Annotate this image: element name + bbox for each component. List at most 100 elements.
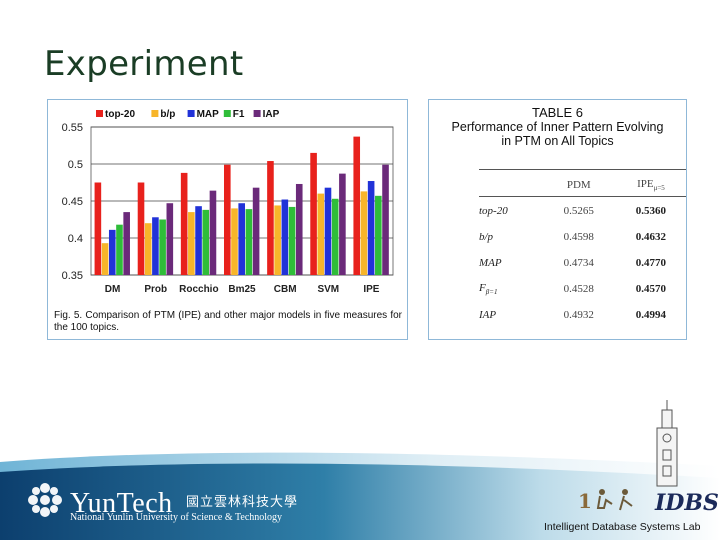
idbs-lab-logo: IDBS — [655, 490, 719, 516]
row-label: top-20 — [479, 205, 508, 217]
bar — [116, 224, 123, 275]
bar — [288, 206, 296, 275]
table-header-rule — [479, 196, 686, 197]
bar — [367, 181, 375, 275]
bar — [101, 243, 109, 275]
y-tick-labels: 0.55 0.5 0.45 0.4 0.35 — [62, 122, 83, 282]
chart-legend: top-20 b/p MAP F1 IAP — [96, 109, 280, 120]
x-tick-label: SVM — [317, 284, 339, 295]
bar — [202, 209, 210, 275]
cell-pdm: 0.4932 — [563, 309, 594, 321]
bar — [224, 164, 231, 275]
table-row: Fβ=1 0.4528 0.4570 — [479, 276, 687, 302]
row-label: b/p — [479, 231, 494, 243]
bar — [382, 164, 389, 275]
bar — [159, 219, 166, 275]
table-top-rule — [479, 169, 686, 170]
header-ipe: IPEμ=5 — [615, 172, 687, 198]
cell-pdm: 0.5265 — [563, 205, 594, 217]
bar — [267, 161, 274, 275]
bar — [274, 205, 281, 275]
slide-title: Experiment — [44, 44, 244, 84]
x-tick-label: CBM — [274, 284, 297, 295]
y-tick-label: 0.5 — [68, 159, 83, 171]
chart-bars — [94, 136, 389, 275]
y-tick-label: 0.35 — [62, 270, 83, 282]
cell-pdm: 0.4528 — [563, 283, 594, 295]
table-row: MAP 0.4734 0.4770 — [479, 250, 687, 276]
figure-caption: Fig. 5. Comparison of PTM (IPE) and othe… — [54, 310, 402, 333]
bar — [317, 193, 325, 275]
cell-pdm: 0.4734 — [563, 257, 594, 269]
bar — [310, 152, 317, 275]
cell-ipe: 0.4994 — [635, 309, 667, 321]
bar — [339, 173, 346, 275]
cell-ipe: 0.4770 — [635, 257, 667, 269]
footer-band: 1 — [0, 400, 720, 540]
y-tick-label: 0.55 — [62, 122, 83, 134]
bar — [108, 229, 116, 275]
legend-swatch — [96, 110, 103, 117]
legend-swatch — [151, 110, 159, 117]
cell-pdm: 0.4598 — [563, 231, 594, 243]
header-pdm: PDM — [566, 179, 591, 191]
legend-swatch — [253, 110, 261, 117]
legend-label: F1 — [233, 109, 245, 120]
header-ipe-text: IPE — [637, 177, 654, 190]
table-caption: TABLE 6 Performance of Inner Pattern Evo… — [429, 105, 686, 149]
figure-panel: top-20 b/p MAP F1 IAP DM Prob Rocchio Bm25 CBM SV… — [47, 99, 408, 340]
bar — [324, 187, 332, 275]
yuntech-logo-name: YunTech — [70, 488, 173, 519]
row-label: IAP — [479, 309, 497, 321]
x-tick-label: Prob — [144, 284, 167, 295]
bar — [360, 191, 368, 275]
bar — [252, 187, 260, 275]
row-label-text: F — [479, 281, 486, 294]
table-header-row: PDM IPEμ=5 — [479, 172, 687, 198]
bar — [94, 182, 102, 275]
table-row: IAP 0.4932 0.4994 — [479, 302, 687, 328]
bar — [144, 223, 152, 275]
legend-label: MAP — [197, 109, 220, 120]
table-panel: TABLE 6 Performance of Inner Pattern Evo… — [428, 99, 687, 340]
table-caption-line2: in PTM on All Topics — [501, 134, 614, 148]
x-tick-label: Bm25 — [228, 284, 256, 295]
lab-name: Intelligent Database Systems Lab — [544, 521, 701, 533]
bar — [152, 217, 159, 275]
x-tick-label: IPE — [363, 284, 379, 295]
bar — [281, 199, 289, 275]
bar — [295, 183, 303, 275]
footer-wave-dark — [0, 463, 720, 540]
bar — [245, 209, 253, 275]
x-tick-label: Rocchio — [179, 284, 218, 295]
yuntech-logo-english: National Yunlin University of Science & … — [70, 512, 283, 523]
bar — [180, 172, 188, 275]
cell-ipe: 0.4570 — [635, 283, 667, 295]
legend-label: b/p — [160, 109, 175, 120]
bar — [137, 182, 145, 275]
y-tick-label: 0.45 — [62, 196, 83, 208]
bar — [331, 198, 339, 275]
bar — [238, 203, 245, 275]
clock-tower-icon — [656, 400, 678, 487]
bar — [375, 195, 382, 275]
bar — [188, 212, 195, 275]
cell-ipe: 0.4632 — [635, 231, 667, 243]
legend-label: IAP — [263, 109, 280, 120]
row-label: Fβ=1 — [479, 276, 543, 302]
table-title: TABLE 6 — [531, 105, 584, 120]
bar — [231, 208, 238, 275]
cell-ipe: 0.5360 — [635, 205, 667, 217]
legend-swatch — [187, 110, 195, 117]
row-label: MAP — [479, 257, 502, 269]
table-row: b/p 0.4598 0.4632 — [479, 224, 687, 250]
bar — [123, 212, 130, 275]
x-tick-label: DM — [105, 284, 121, 295]
legend-label: top-20 — [105, 109, 135, 120]
y-tick-label: 0.4 — [68, 233, 83, 245]
bar-chart: top-20 b/p MAP F1 IAP DM Prob Rocchio Bm25 CBM SV… — [62, 109, 394, 295]
legend-swatch — [223, 110, 231, 117]
row-label-subscript: β=1 — [485, 288, 498, 297]
header-ipe-subscript: μ=5 — [653, 184, 665, 193]
bar — [353, 136, 361, 275]
